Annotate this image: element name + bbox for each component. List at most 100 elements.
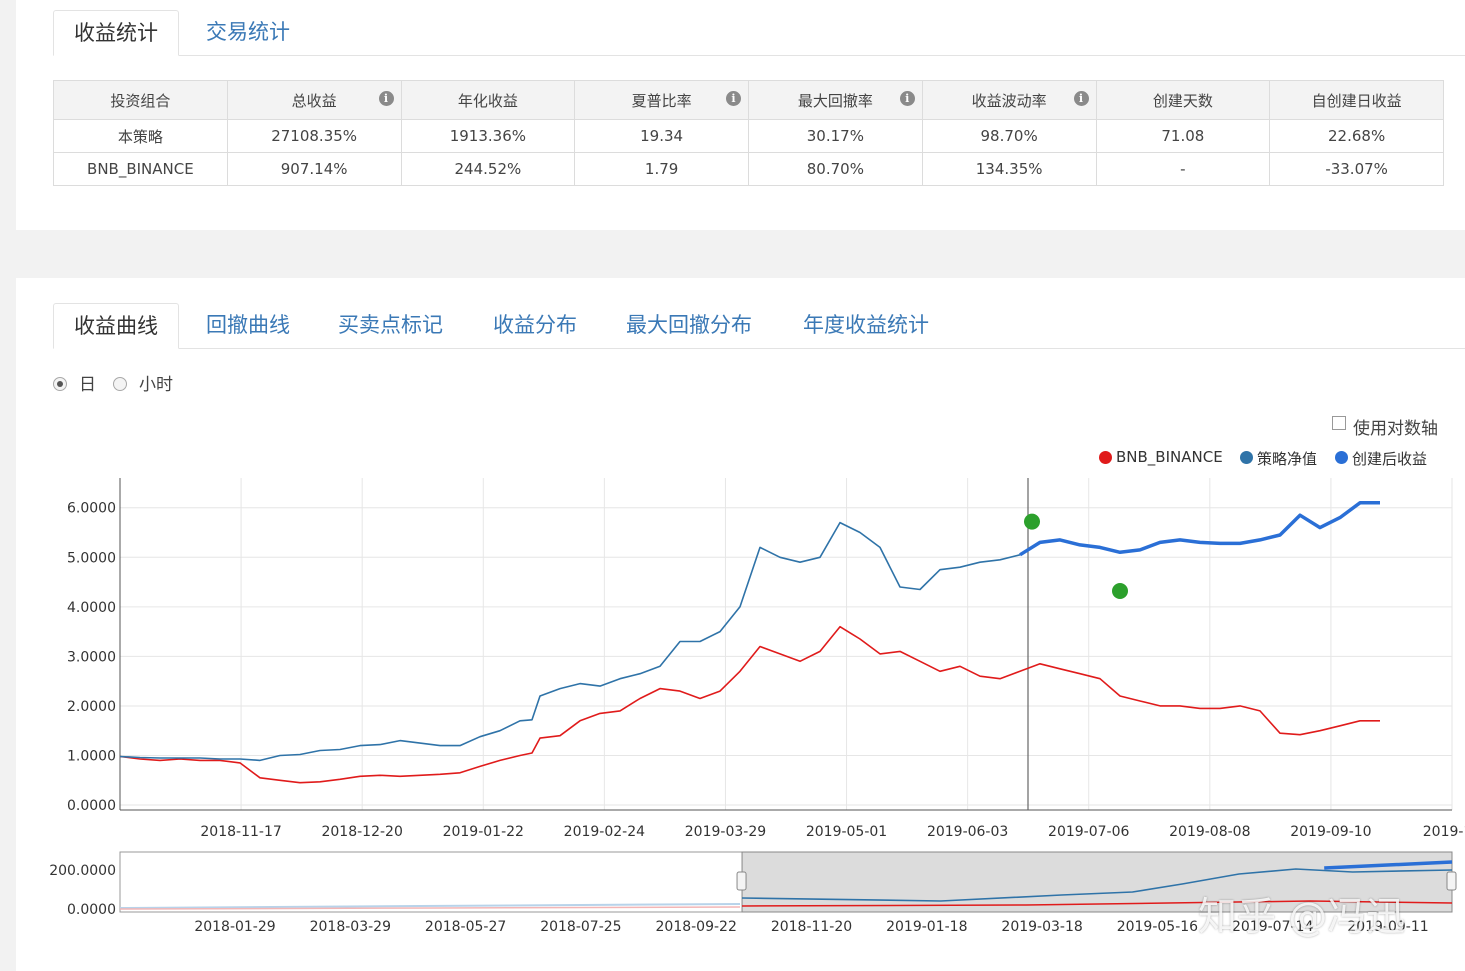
radio-label: 小时 [139, 375, 173, 395]
nav-strategy-line [741, 868, 1453, 902]
x-tick-label: 2019-03-29 [685, 824, 766, 840]
header-max-drawdown: 最大回撤率 i [748, 80, 923, 120]
table-cell: - [1095, 152, 1271, 186]
nav-x-label: 2019-07-14 [1232, 919, 1313, 935]
navigator-handle-left [736, 871, 747, 891]
log-axis-label: 使用对数轴 [1353, 419, 1438, 439]
table-cell: BNB_BINANCE [53, 152, 228, 186]
nav-bnb-line [741, 900, 1453, 907]
table-row: BNB_BINANCE 907.14% 244.52% 1.79 80.70% … [53, 152, 1444, 186]
watermark: 知乎 @冯迅 [1198, 895, 1406, 940]
tab-max-drawdown-distribution[interactable]: 最大回撤分布 [626, 313, 752, 337]
nav-x-label: 2019-03-18 [1001, 919, 1082, 935]
drawdown-marker [1024, 513, 1040, 530]
table-cell: 98.70% [921, 119, 1097, 153]
legend-dot [1099, 451, 1112, 464]
series-line-2 [1019, 501, 1380, 557]
y-tick-label: 2.0000 [67, 699, 116, 715]
x-tick-label: 2019-09-10 [1290, 824, 1371, 840]
table-cell: 27108.35% [226, 119, 402, 153]
x-tick-label: 2018-11-17 [200, 824, 281, 840]
series-line-0 [119, 625, 1380, 784]
radio-label: 日 [79, 375, 96, 395]
navigator-handle-right [1446, 871, 1457, 891]
y-tick-label: 6.0000 [67, 501, 116, 517]
y-tick-label: 3.0000 [67, 649, 116, 665]
return-chart[interactable]: 2018-11-17 2018-12-20 2019-01-22 2019-02-24… [0, 470, 1465, 850]
header-days: 创建天数 [1095, 80, 1271, 120]
series-line-1 [119, 521, 1021, 762]
log-axis-checkbox[interactable] [1332, 416, 1346, 430]
tab-trade-markers[interactable]: 买卖点标记 [338, 313, 443, 337]
x-tick-label: 2019-10 [1423, 824, 1465, 840]
x-tick-label: 2019-06-03 [927, 824, 1008, 840]
stats-table: 投资组合 总收益 i 年化收益 夏普比率 i 最大回撤率 i 收益波动率 i 创建天数 … [53, 80, 1444, 186]
chart-tabs: 收益曲线 回撤曲线 买卖点标记 收益分布 最大回撤分布 年度收益统计 [53, 303, 1465, 349]
header-volatility: 收益波动率 i [921, 80, 1097, 120]
x-tick-label: 2018-12-20 [321, 824, 402, 840]
y-tick-label: 5.0000 [67, 550, 116, 566]
nav-x-label: 2018-01-29 [194, 919, 275, 935]
table-cell: 80.70% [748, 152, 923, 186]
legend-dot [1335, 451, 1348, 464]
radio-button[interactable] [113, 377, 127, 391]
nav-x-label: 2018-03-29 [310, 919, 391, 935]
nav-x-label: 2018-09-22 [656, 919, 737, 935]
nav-y-label: 0.0000 [67, 902, 116, 918]
x-tick-label: 2019-01-22 [443, 824, 524, 840]
tab-return-curve[interactable]: 收益曲线 [53, 303, 179, 349]
table-cell: 71.08 [1095, 119, 1271, 153]
range-navigator[interactable]: 200.0000 0.0000 2018-01-29 2018-03-29 2018-0… [0, 848, 1465, 971]
legend-label: 创建后收益 [1352, 450, 1428, 468]
radio-button[interactable] [53, 377, 67, 391]
y-tick-label: 4.0000 [67, 600, 116, 616]
x-tick-label: 2019-07-06 [1048, 824, 1129, 840]
nav-y-label: 200.0000 [49, 863, 116, 879]
drawdown-marker [1112, 582, 1128, 599]
x-tick-label: 2019-02-24 [564, 824, 645, 840]
table-cell: 907.14% [226, 152, 402, 186]
y-tick-label: 1.0000 [67, 748, 116, 764]
header-portfolio: 投资组合 [53, 80, 228, 120]
table-row: 本策略 27108.35% 1913.36% 19.34 30.17% 98.7… [53, 119, 1444, 153]
table-cell: 244.52% [400, 152, 576, 186]
legend-dot [1240, 451, 1253, 464]
section-divider [16, 230, 1465, 278]
tab-trade-stats[interactable]: 交易统计 [206, 20, 290, 44]
header-total-return: 总收益 i [226, 80, 402, 120]
y-tick-label: 0.0000 [67, 798, 116, 814]
legend-label: BNB_BINANCE [1116, 448, 1223, 466]
left-gutter [0, 0, 16, 971]
info-icon[interactable]: i [899, 91, 915, 106]
table-header-row: 投资组合 总收益 i 年化收益 夏普比率 i 最大回撤率 i 收益波动率 i 创建天数 … [53, 80, 1444, 120]
info-icon[interactable]: i [1073, 91, 1089, 106]
table-cell-negative: -33.07% [1269, 152, 1444, 186]
header-annual-return: 年化收益 [400, 80, 576, 120]
table-cell: 30.17% [748, 119, 923, 153]
header-since-creation: 自创建日收益 [1269, 80, 1444, 120]
legend-label: 策略净值 [1257, 450, 1318, 468]
tab-drawdown-curve[interactable]: 回撤曲线 [206, 313, 290, 337]
nav-x-label: 2019-01-18 [886, 919, 967, 935]
table-cell: 22.68% [1269, 119, 1444, 153]
info-icon[interactable]: i [726, 91, 741, 106]
tab-returns-stats[interactable]: 收益统计 [53, 10, 179, 56]
nav-x-label: 2018-07-25 [540, 919, 621, 935]
tab-yearly-returns[interactable]: 年度收益统计 [803, 313, 929, 337]
nav-x-label: 2019-05-16 [1117, 919, 1198, 935]
header-sharpe: 夏普比率 i [574, 80, 749, 120]
info-icon[interactable]: i [378, 91, 394, 106]
stats-tabs: 收益统计 交易统计 [53, 10, 1465, 56]
nav-x-label: 2019-09-11 [1347, 919, 1428, 935]
table-cell: 本策略 [53, 119, 228, 153]
table-cell: 19.34 [574, 119, 749, 153]
nav-post-creation-line [1324, 860, 1453, 870]
nav-history-bnb [119, 906, 741, 910]
x-tick-label: 2019-05-01 [806, 824, 887, 840]
nav-history-strategy [119, 903, 741, 909]
tab-return-distribution[interactable]: 收益分布 [493, 313, 577, 337]
nav-x-label: 2018-11-20 [771, 919, 852, 935]
table-cell: 134.35% [921, 152, 1097, 186]
table-cell: 1.79 [574, 152, 749, 186]
table-cell: 1913.36% [400, 119, 576, 153]
